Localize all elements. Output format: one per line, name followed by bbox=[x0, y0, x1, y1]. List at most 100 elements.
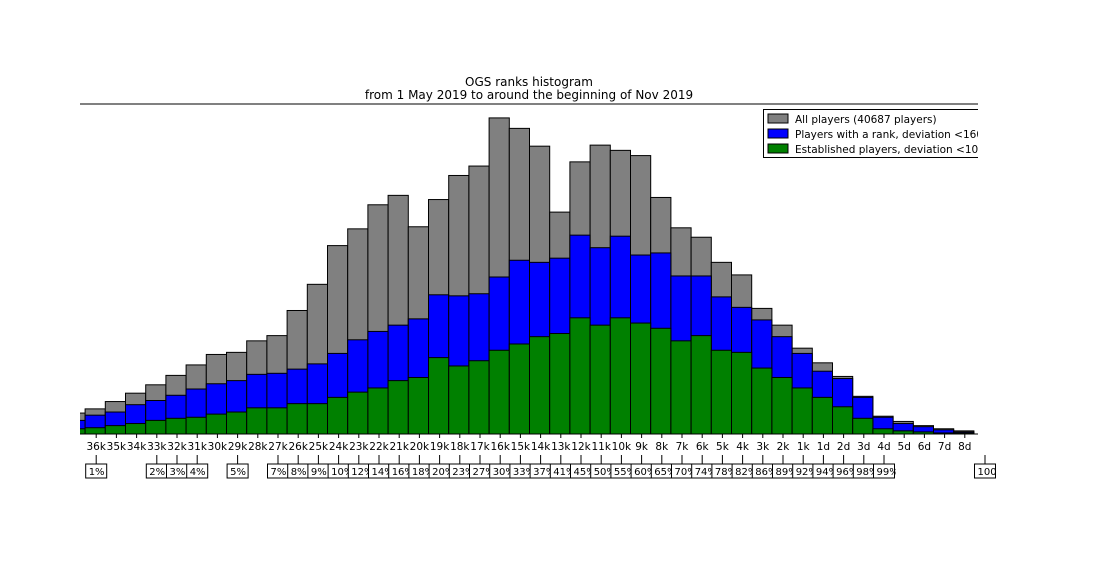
percentile-label: 7% bbox=[271, 467, 287, 478]
bar-27k-series-2 bbox=[266, 407, 288, 435]
x-tick-label: 23k bbox=[349, 441, 369, 453]
percentile-box: 27% bbox=[469, 463, 492, 479]
bar-31k-series-2 bbox=[185, 416, 207, 435]
percentile-label: 1% bbox=[89, 467, 105, 478]
bar-18k-series-2 bbox=[448, 365, 470, 435]
x-tick-label: 28k bbox=[248, 441, 268, 453]
bar-24k-series-2 bbox=[327, 396, 349, 435]
x-tick-label: 3k bbox=[756, 441, 770, 453]
percentile-label: 12% bbox=[351, 467, 373, 478]
bar-7k-series-2 bbox=[670, 340, 692, 435]
x-tick-label: 5k bbox=[716, 441, 730, 453]
x-tick-label: 12k bbox=[571, 441, 591, 453]
percentile-box: 2% bbox=[145, 463, 168, 479]
x-tick-label: 16k bbox=[490, 441, 510, 453]
bar-23k-series-2 bbox=[347, 391, 369, 435]
x-tick-label: 7k bbox=[676, 441, 690, 453]
x-tick-label: 34k bbox=[127, 441, 147, 453]
bar-25k-series-2 bbox=[306, 403, 328, 435]
percentile-label: 18% bbox=[412, 467, 434, 478]
chart-title: OGS ranks histogram bbox=[465, 75, 593, 89]
bar-35k-series-2 bbox=[104, 425, 127, 435]
x-tick-label: 24k bbox=[329, 441, 349, 453]
bar-19k-series-2 bbox=[428, 357, 450, 435]
percentile-box-frame bbox=[186, 463, 209, 479]
percentile-label: 92% bbox=[796, 467, 818, 478]
percentile-label: 3% bbox=[170, 467, 186, 478]
percentile-label: 20% bbox=[432, 467, 454, 478]
bar-34k-series-2 bbox=[125, 423, 147, 435]
x-tick-label: 15k bbox=[511, 441, 531, 453]
percentile-box: 9% bbox=[307, 463, 330, 479]
percentile-box: 3% bbox=[166, 463, 188, 479]
x-tick-label: k bbox=[73, 441, 80, 453]
bar-21k-series-2 bbox=[387, 380, 409, 435]
x-tick-label: 31k bbox=[187, 441, 207, 453]
percentile-box: 94% bbox=[812, 463, 838, 479]
x-tick-label: 9k bbox=[635, 441, 649, 453]
percentile-label: 86% bbox=[755, 467, 777, 478]
percentile-label: 98% bbox=[856, 467, 878, 478]
x-tick-label: 6d bbox=[918, 441, 931, 453]
percentile-box: 99% bbox=[873, 463, 899, 479]
bar-5k-series-2 bbox=[710, 349, 732, 435]
x-tick-label: 26k bbox=[288, 441, 308, 453]
bar-17k-series-2 bbox=[468, 360, 490, 435]
x-tick-label: 2d bbox=[837, 441, 850, 453]
bar-1d-series-2 bbox=[811, 396, 833, 435]
percentile-label: 4% bbox=[190, 467, 206, 478]
percentile-box: 4% bbox=[186, 463, 209, 479]
percentile-box-frame bbox=[873, 463, 895, 479]
bar-15k-series-2 bbox=[508, 343, 530, 435]
bar-20k-series-2 bbox=[407, 376, 429, 435]
percentile-box-frame bbox=[226, 463, 249, 479]
percentile-box: 5% bbox=[226, 463, 249, 479]
legend-swatch-2 bbox=[767, 143, 789, 154]
legend: All players (40687 players) Players with … bbox=[763, 109, 990, 158]
percentile-label: 10% bbox=[331, 467, 353, 478]
x-ticks-group: k 36k 35k 34k 33k 32k 31k 30k 29k 28k 27k 26k 25k 24k… bbox=[73, 434, 971, 453]
bar-11k-series-2 bbox=[589, 324, 611, 435]
legend-frame bbox=[763, 109, 978, 158]
percentile-label: 99% bbox=[877, 467, 899, 478]
bar-33k-series-2 bbox=[145, 419, 167, 435]
chart-subtitle: from 1 May 2019 to around the beginning … bbox=[364, 88, 694, 102]
x-tick-label: 35k bbox=[107, 441, 127, 453]
percentile-box: 16% bbox=[388, 463, 411, 479]
percentile-box: 10% bbox=[327, 463, 353, 479]
x-tick-label: 33k bbox=[147, 441, 167, 453]
percentile-label: 50% bbox=[594, 467, 616, 478]
legend-entry-0: All players (40687 players) bbox=[795, 114, 937, 126]
x-tick-label: 8d bbox=[958, 441, 971, 453]
percentile-label: 41% bbox=[553, 467, 575, 478]
legend-entry-1: Players with a rank, deviation <160 ( bbox=[795, 129, 990, 141]
percentile-label: 9% bbox=[311, 467, 327, 478]
percentile-label: 60% bbox=[634, 467, 656, 478]
x-tick-label: 2k bbox=[777, 441, 791, 453]
bar-2d-series-2 bbox=[832, 406, 854, 435]
percentile-label: 74% bbox=[695, 467, 717, 478]
bar-10k-series-2 bbox=[609, 317, 631, 435]
x-tick-label: 10k bbox=[612, 441, 632, 453]
bars-group bbox=[80, 117, 975, 435]
x-tick-label: 11k bbox=[591, 441, 611, 453]
legend-entry-2: Established players, deviation <100 bbox=[795, 144, 985, 156]
bar-36k-series-2 bbox=[84, 427, 106, 435]
bar-30k-series-2 bbox=[205, 413, 228, 435]
bar-2k-series-2 bbox=[771, 376, 793, 435]
percentile-label: 94% bbox=[816, 467, 838, 478]
x-tick-label: 1k bbox=[797, 441, 811, 453]
chart-title-block: OGS ranks histogram from 1 May 2019 to a… bbox=[80, 76, 978, 102]
bar-1k-series-2 bbox=[791, 387, 813, 435]
percentile-label: 96% bbox=[836, 467, 858, 478]
bar-4k-series-2 bbox=[731, 351, 753, 435]
legend-swatch-0 bbox=[767, 113, 789, 124]
bar-22k-series-2 bbox=[367, 387, 389, 435]
percentile-label: 100% bbox=[978, 467, 1007, 478]
percentile-box: 8% bbox=[287, 463, 310, 479]
bar-13k-series-2 bbox=[549, 333, 571, 435]
bar-37k-series-2 bbox=[80, 428, 86, 435]
x-tick-label: 20k bbox=[410, 441, 430, 453]
x-tick-label: 1d bbox=[817, 441, 830, 453]
percentile-label: 78% bbox=[715, 467, 737, 478]
